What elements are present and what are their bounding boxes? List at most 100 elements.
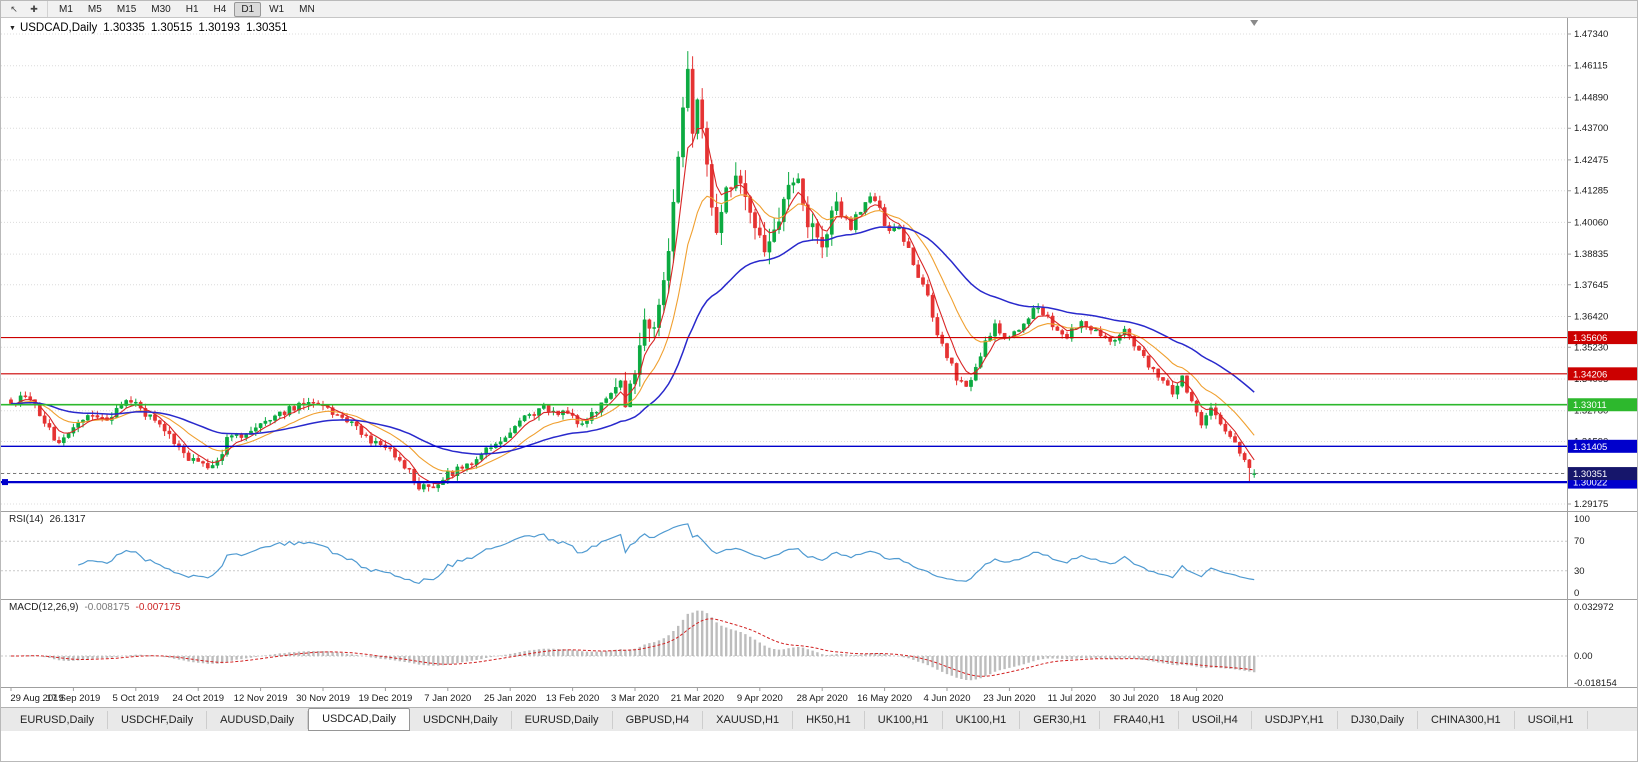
date-axis-label: 3 Mar 2020 [611,693,659,704]
toolbar-icons: ↖ ✚ [1,1,48,17]
rsi-axis-label: 0 [1574,588,1579,599]
date-axis-label: 23 Jun 2020 [983,693,1035,704]
macd-axis-label: -0.018154 [1574,678,1617,689]
price-badge-label: 1.30351 [1573,469,1607,480]
price-axis-label: 1.37645 [1574,280,1608,291]
date-axis-label: 30 Jul 2020 [1110,693,1159,704]
macd-signal-value: -0.007175 [135,602,181,613]
timeframe-button-d1[interactable]: D1 [234,1,262,17]
chart-tab-audusd-daily[interactable]: AUDUSD,Daily [207,710,309,729]
chart-tab-gbpusd-h4[interactable]: GBPUSD,H4 [613,710,704,729]
price-badge-label: 1.35606 [1573,333,1607,344]
date-axis-label: 25 Jan 2020 [484,693,536,704]
macd-main-value: -0.008175 [84,602,130,613]
date-axis-label: 7 Jan 2020 [424,693,471,704]
timeframe-button-m5[interactable]: M5 [87,3,102,15]
timeframe-button-w1[interactable]: W1 [269,3,285,15]
price-badge-label: 1.34206 [1573,369,1607,380]
price-axis-label: 1.36420 [1574,312,1608,323]
price-axis-label: 1.43700 [1574,123,1608,134]
toolbar-timeframes: M1 M5 M15 M30 H1 H4 D1 W1 MN [48,1,322,17]
date-axis-label: 17 Sep 2019 [46,693,100,704]
cursor-icon[interactable]: ↖ [10,3,18,14]
price-axis[interactable]: 1.47340 1.46115 1.44890 1.43700 1.42475 1.412… [1567,29,1608,510]
rsi-line [78,523,1255,585]
chart-tab-eurusd-daily[interactable]: EURUSD,Daily [7,710,108,729]
price-badge [1568,439,1637,453]
price-badge [1568,398,1637,412]
date-axis-label: 9 Apr 2020 [737,693,783,704]
chart-tab-eurusd-daily[interactable]: EURUSD,Daily [512,710,613,729]
timeframe-button-mn[interactable]: MN [299,3,315,15]
chart-symbol-label: USDCAD,Daily [19,22,98,34]
timeframe-button-h4[interactable]: H4 [213,3,227,15]
rsi-panel-label: RSI(14) 26.1317 [9,514,86,525]
timeframe-button-m30[interactable]: M30 [151,3,171,15]
window-background [1,731,1637,761]
price-badge-label: 1.30022 [1573,478,1607,489]
date-axis-label: 19 Dec 2019 [358,693,412,704]
price-badge [1568,331,1637,345]
chart-title: ▼ USDCAD,Daily 1.30335 1.30515 1.30193 1… [9,22,288,34]
ohlc-close: 1.30351 [246,22,288,34]
price-axis-label: 1.46115 [1574,61,1608,72]
rsi-axis-label: 30 [1574,566,1585,577]
chart-tab-usoil-h4[interactable]: USOil,H4 [1179,710,1252,729]
rsi-name: RSI(14) [9,514,44,525]
horizontal-level-lines[interactable] [1,337,1567,486]
crosshair-icon[interactable]: ✚ [30,3,38,14]
date-axis-label: 28 Apr 2020 [797,693,848,704]
price-badge-label: 1.31405 [1573,442,1607,453]
symbol-dropdown-icon[interactable]: ▼ [9,24,16,32]
chart-tab-usdcad-daily[interactable]: USDCAD,Daily [308,708,411,731]
macd-panel [1,610,1567,681]
panel-separators[interactable] [1,18,1638,688]
chart-tab-china300-h1[interactable]: CHINA300,H1 [1418,710,1515,729]
chart-tab-ger30-h1[interactable]: GER30,H1 [1020,710,1101,729]
chart-tab-usdjpy-h1[interactable]: USDJPY,H1 [1252,710,1338,729]
macd-signal-line [11,618,1255,677]
chart-tab-dj30-daily[interactable]: DJ30,Daily [1338,710,1418,729]
date-axis-label: 24 Oct 2019 [172,693,224,704]
price-axis-label: 1.44890 [1574,92,1608,103]
price-axis-label: 1.47340 [1574,29,1608,40]
price-badges: 1.35606 1.34206 1.33011 1.31405 1.300221.303… [1568,331,1637,489]
price-axis-label: 1.40060 [1574,217,1608,228]
date-axis-label: 16 May 2020 [857,693,912,704]
chart-tab-usoil-h1[interactable]: USOil,H1 [1515,710,1588,729]
timeframe-button-m1[interactable]: M1 [59,3,73,15]
price-badge [1568,367,1637,381]
chart-tab-hk50-h1[interactable]: HK50,H1 [793,710,865,729]
price-axis-label: 1.29175 [1574,499,1608,510]
chart-tab-usdcnh-daily[interactable]: USDCNH,Daily [410,710,512,729]
date-axis-label: 4 Jun 2020 [923,693,970,704]
chart-tab-uk100-h1[interactable]: UK100,H1 [943,710,1021,729]
date-axis-label: 5 Oct 2019 [113,693,159,704]
date-axis-label: 29 Aug 2019 [10,693,63,704]
rsi-axis-label: 70 [1574,536,1585,547]
timeframe-button-m15[interactable]: M15 [116,3,137,15]
ohlc-high: 1.30515 [150,22,193,34]
level-line-handle[interactable] [2,479,8,486]
rsi-axis: 100 70 30 0 [1574,514,1590,599]
date-axis-label: 13 Feb 2020 [546,693,599,704]
rsi-axis-label: 100 [1574,514,1590,525]
rsi-panel [1,523,1567,585]
date-axis-label: 21 Mar 2020 [671,693,724,704]
top-toolbar: ↖ ✚ M1 M5 M15 M30 H1 H4 D1 W1 MN [1,1,1637,18]
date-axis-label: 11 Jul 2020 [1048,693,1096,704]
chart-tab-usdchf-daily[interactable]: USDCHF,Daily [108,710,208,729]
chart-tab-fra40-h1[interactable]: FRA40,H1 [1100,710,1179,729]
chart-tab-bar: EURUSD,Daily USDCHF,Daily AUDUSD,Daily USDC… [1,707,1637,731]
ohlc-open: 1.30335 [103,22,145,34]
macd-panel-label: MACD(12,26,9) -0.008175 -0.007175 [9,602,181,613]
date-axis-label: 30 Nov 2019 [296,693,350,704]
chart-tab-xauusd-h1[interactable]: XAUUSD,H1 [703,710,794,729]
chart-tab-uk100-h1[interactable]: UK100,H1 [865,710,943,729]
price-axis-label: 1.38835 [1574,249,1608,260]
chart-shift-marker[interactable] [1250,20,1259,26]
timeframe-button-h1[interactable]: H1 [185,3,199,15]
